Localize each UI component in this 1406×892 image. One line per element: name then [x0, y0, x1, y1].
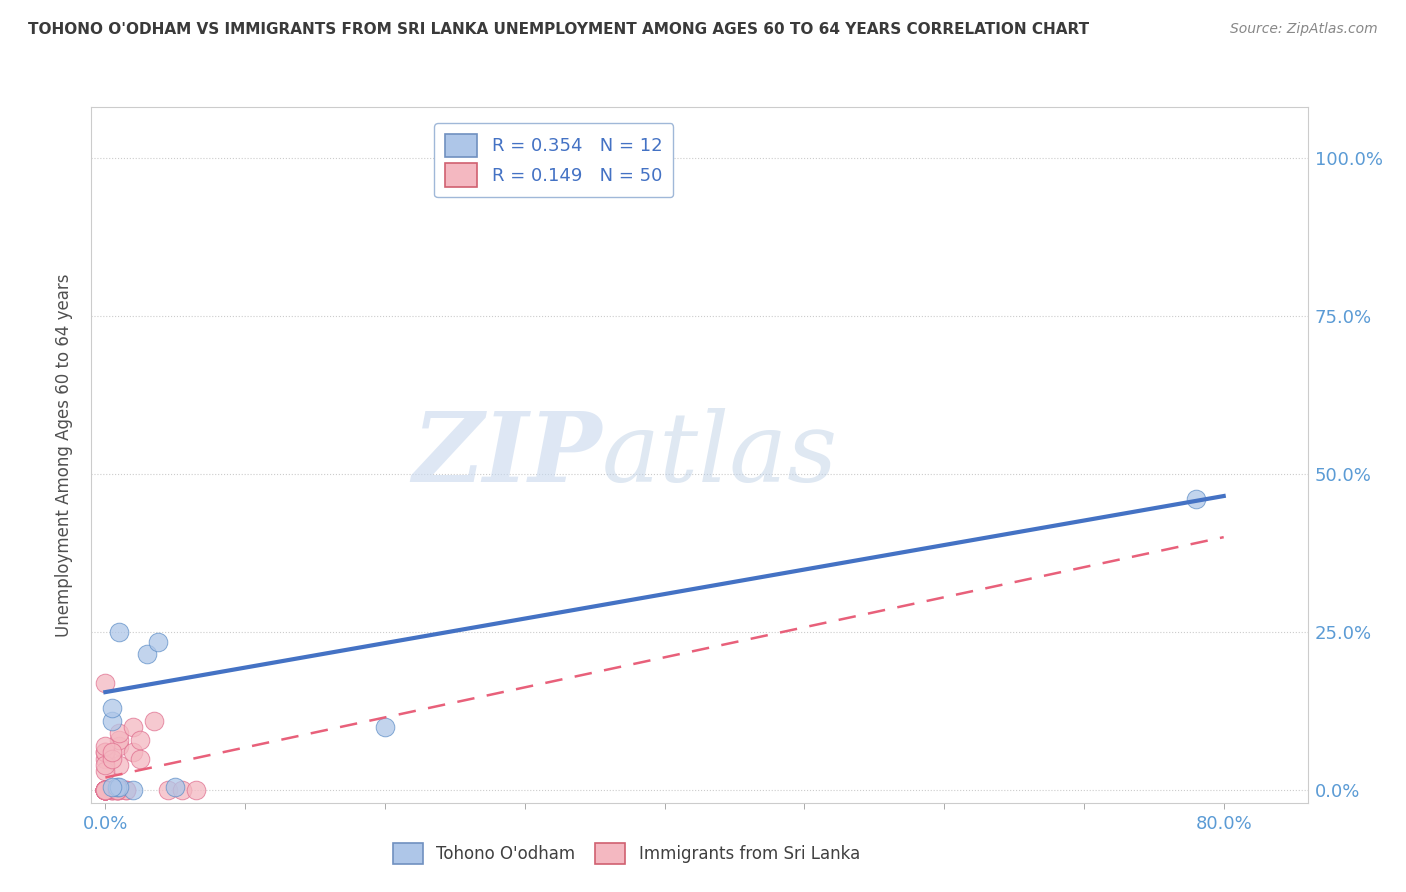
- Point: [101, 751, 124, 765]
- Point: [115, 783, 138, 797]
- Point: [1184, 492, 1206, 507]
- Point: [122, 720, 145, 734]
- Point: [101, 783, 124, 797]
- Text: atlas: atlas: [602, 408, 838, 502]
- Point: [101, 745, 124, 759]
- Point: [129, 751, 152, 765]
- Point: [105, 783, 128, 797]
- Point: [115, 783, 138, 797]
- Point: [94, 783, 117, 797]
- Text: Source: ZipAtlas.com: Source: ZipAtlas.com: [1230, 22, 1378, 37]
- Point: [105, 780, 128, 794]
- Point: [374, 720, 396, 734]
- Point: [94, 783, 117, 797]
- Point: [94, 783, 117, 797]
- Point: [108, 757, 131, 772]
- Text: ZIP: ZIP: [412, 408, 602, 502]
- Legend: Tohono O'odham, Immigrants from Sri Lanka: Tohono O'odham, Immigrants from Sri Lank…: [382, 833, 870, 874]
- Point: [94, 739, 117, 753]
- Point: [94, 783, 117, 797]
- Point: [108, 625, 131, 640]
- Point: [94, 783, 117, 797]
- Point: [148, 634, 170, 648]
- Point: [94, 764, 117, 779]
- Point: [108, 780, 131, 794]
- Point: [94, 783, 117, 797]
- Point: [165, 780, 187, 794]
- Point: [101, 783, 124, 797]
- Point: [94, 783, 117, 797]
- Point: [94, 783, 117, 797]
- Point: [105, 783, 128, 797]
- Text: TOHONO O'ODHAM VS IMMIGRANTS FROM SRI LANKA UNEMPLOYMENT AMONG AGES 60 TO 64 YEA: TOHONO O'ODHAM VS IMMIGRANTS FROM SRI LA…: [28, 22, 1090, 37]
- Point: [101, 701, 124, 715]
- Point: [157, 783, 180, 797]
- Point: [94, 783, 117, 797]
- Point: [108, 732, 131, 747]
- Point: [94, 783, 117, 797]
- Point: [94, 783, 117, 797]
- Point: [94, 783, 117, 797]
- Point: [94, 745, 117, 759]
- Point: [122, 745, 145, 759]
- Point: [108, 739, 131, 753]
- Point: [143, 714, 166, 728]
- Point: [94, 757, 117, 772]
- Point: [94, 783, 117, 797]
- Point: [101, 780, 124, 794]
- Point: [94, 783, 117, 797]
- Point: [94, 745, 117, 759]
- Point: [101, 714, 124, 728]
- Point: [122, 783, 145, 797]
- Point: [94, 783, 117, 797]
- Point: [101, 783, 124, 797]
- Point: [108, 726, 131, 740]
- Y-axis label: Unemployment Among Ages 60 to 64 years: Unemployment Among Ages 60 to 64 years: [55, 273, 73, 637]
- Point: [94, 675, 117, 690]
- Point: [105, 783, 128, 797]
- Point: [94, 751, 117, 765]
- Point: [94, 783, 117, 797]
- Point: [136, 647, 159, 661]
- Point: [172, 783, 194, 797]
- Point: [94, 783, 117, 797]
- Point: [108, 783, 131, 797]
- Point: [94, 783, 117, 797]
- Point: [105, 783, 128, 797]
- Point: [186, 783, 208, 797]
- Point: [94, 783, 117, 797]
- Point: [129, 732, 152, 747]
